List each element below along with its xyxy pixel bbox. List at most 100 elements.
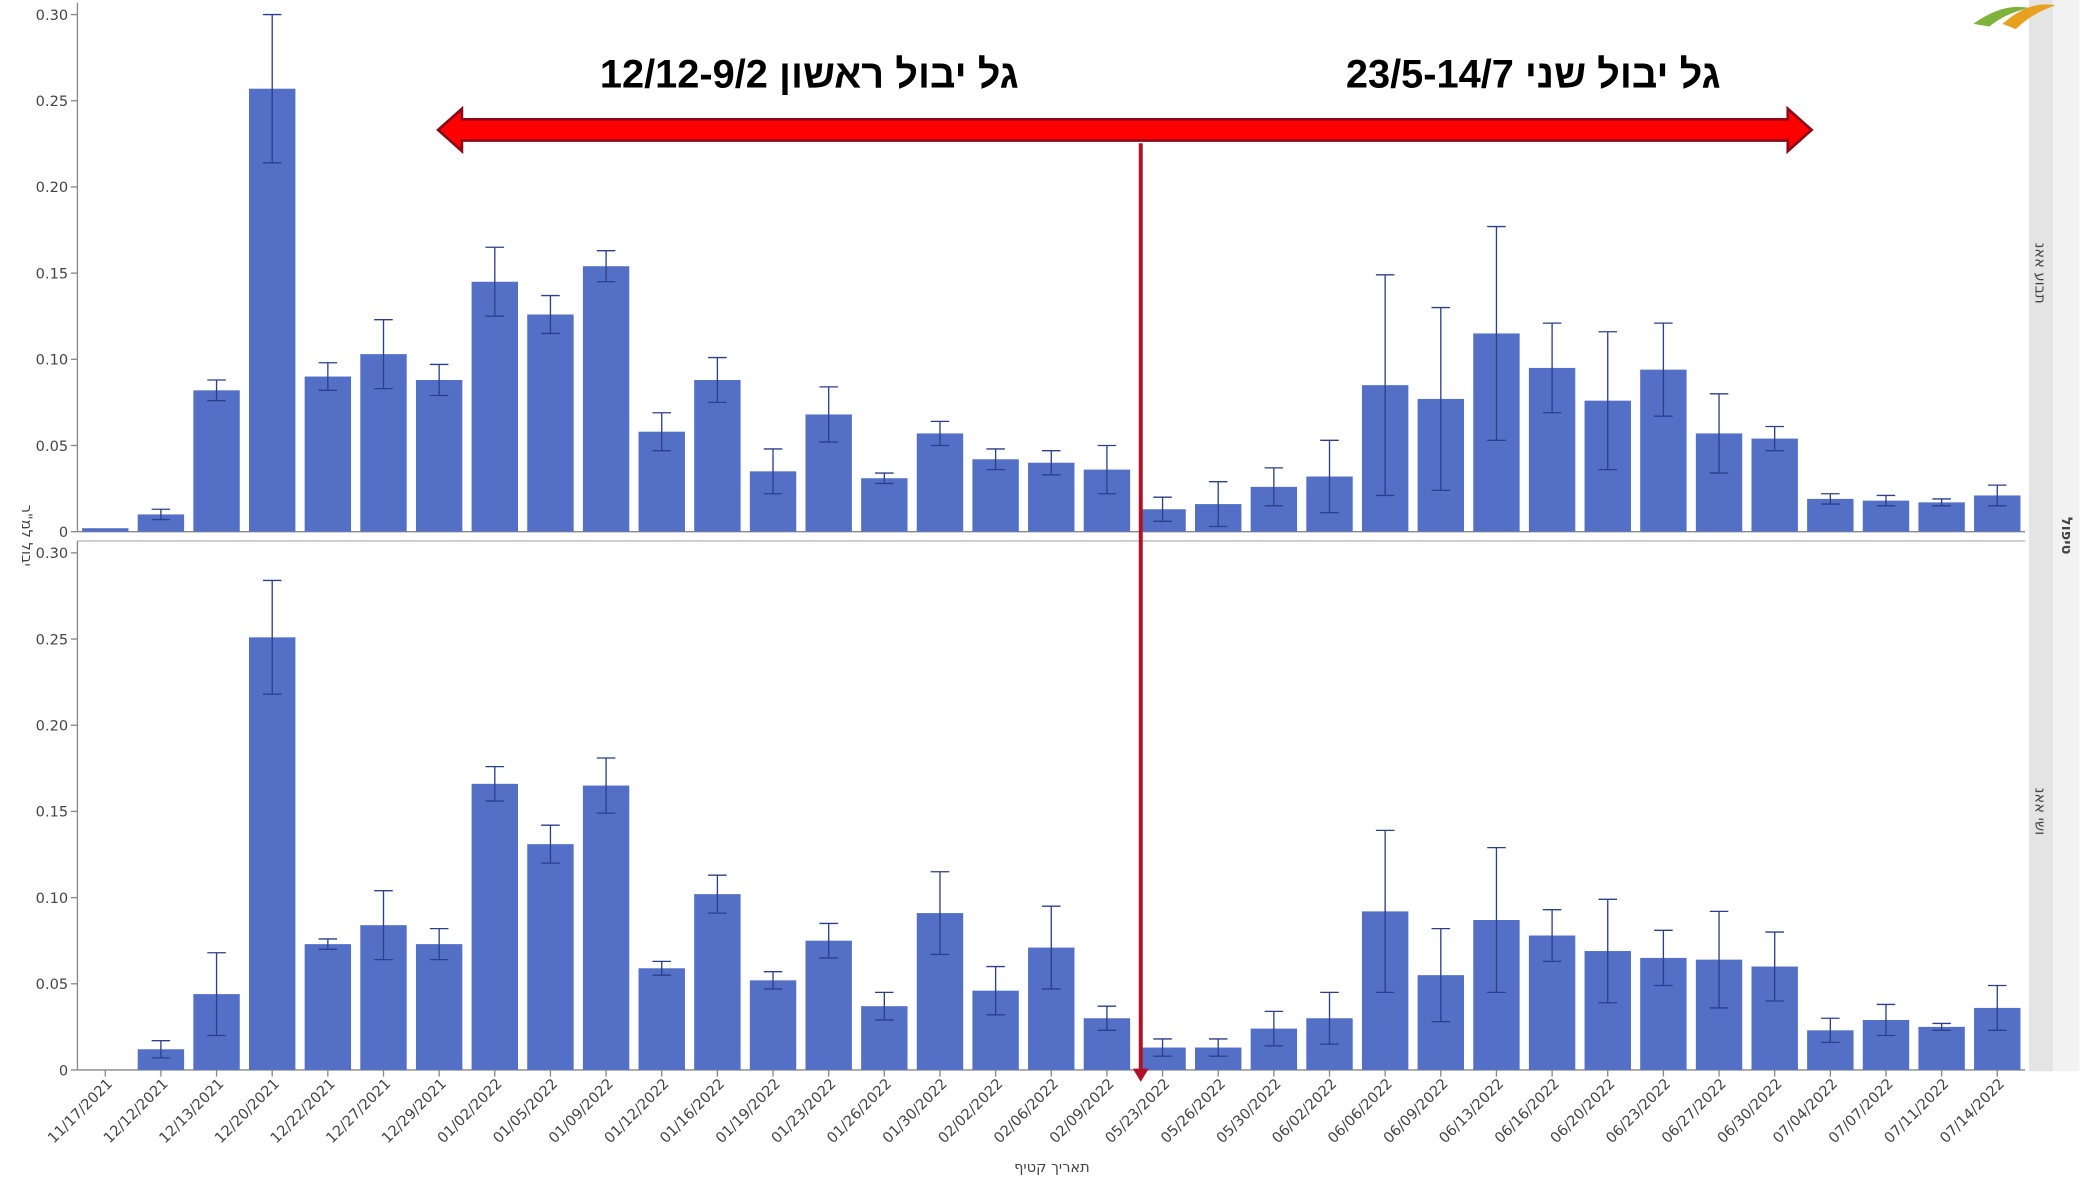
error-bar — [1709, 393, 1729, 474]
bar — [582, 785, 630, 1070]
y-tick-label: 0.25 — [36, 631, 68, 648]
error-bar — [596, 250, 616, 283]
y-tick-label: 0.25 — [36, 93, 68, 110]
error-bar — [1264, 1010, 1284, 1047]
error-bar — [1987, 984, 2007, 1031]
error-bar — [541, 824, 560, 864]
error-bar — [318, 938, 338, 950]
bar — [137, 1049, 185, 1070]
bar — [694, 894, 741, 1070]
logo — [1973, 6, 2030, 27]
error-bar — [708, 874, 727, 914]
error-bar — [930, 420, 950, 447]
y-tick-label: 0.20 — [36, 718, 68, 735]
error-bar — [1932, 498, 1951, 507]
error-bar — [708, 356, 727, 404]
facet-header — [2052, 0, 2080, 1072]
error-bar — [1987, 484, 2007, 507]
error-bar — [763, 448, 783, 495]
annotation: גל יבול ראשון 12/12-9/2 — [600, 53, 1019, 97]
error-bar — [374, 890, 393, 961]
error-bar — [875, 472, 894, 485]
error-bar — [485, 765, 505, 802]
facet-strip — [2029, 0, 2053, 1072]
bar — [471, 281, 518, 532]
error-bar — [1320, 991, 1339, 1045]
error-bar — [262, 13, 282, 164]
y-tick-label: 0 — [59, 1062, 68, 1079]
error-bar — [930, 871, 950, 956]
bar — [805, 940, 852, 1070]
bar — [304, 376, 352, 532]
bar — [193, 390, 240, 532]
error-bar — [596, 757, 616, 814]
panel-label: תבוע אאנ — [2032, 243, 2049, 304]
bar — [304, 944, 352, 1070]
bar — [1195, 1047, 1242, 1070]
error-bar — [763, 971, 783, 990]
error-bar — [151, 1039, 171, 1059]
error-bar — [1431, 927, 1451, 1023]
error-bar — [1932, 1022, 1951, 1031]
bar — [527, 844, 574, 1070]
error-bar — [1375, 829, 1395, 994]
error-bar — [429, 363, 449, 397]
y-axis-label: יבול למ"ר — [18, 505, 35, 567]
y-tick-label: 0.20 — [36, 179, 68, 196]
error-bar — [1821, 1017, 1840, 1044]
error-bar — [1320, 439, 1339, 514]
error-bar — [262, 579, 282, 695]
error-bar — [1375, 274, 1395, 497]
bar — [82, 528, 129, 532]
error-bar — [485, 246, 505, 317]
error-bar — [374, 318, 393, 390]
x-axis-label: תאריך קטיף — [1014, 1159, 1090, 1176]
error-bar — [1654, 322, 1673, 417]
y-tick-label: 0 — [59, 524, 68, 541]
bar — [415, 944, 463, 1070]
error-bar — [318, 362, 338, 391]
error-bar — [1709, 910, 1729, 1009]
y-tick-label: 0.05 — [36, 976, 68, 993]
y-tick-label: 0.15 — [36, 265, 68, 282]
error-bar — [986, 965, 1005, 1016]
error-bar — [1208, 1038, 1228, 1057]
error-bar — [1097, 1005, 1117, 1031]
bar — [415, 379, 463, 532]
error-bar — [1153, 496, 1172, 522]
bar — [1918, 1026, 1965, 1070]
error-bar — [1153, 1038, 1172, 1057]
logo — [2002, 4, 2056, 30]
facet-label: טיפול — [2058, 517, 2075, 555]
error-bar — [1208, 481, 1228, 528]
y-tick-label: 0.10 — [36, 352, 68, 369]
panel-label: ושי אאנ — [2032, 788, 2049, 836]
error-bar — [207, 379, 226, 402]
error-bar — [1598, 898, 1618, 1004]
bar — [471, 783, 518, 1070]
error-bar — [819, 386, 838, 443]
bar — [861, 478, 908, 532]
error-bar — [429, 927, 449, 961]
y-tick-label: 0.30 — [36, 7, 68, 24]
annotation: גל יבול שני 23/5-14/7 — [1346, 53, 1721, 97]
bar — [1918, 502, 1965, 532]
error-bar — [652, 960, 672, 976]
y-tick-label: 0.15 — [36, 804, 68, 821]
error-bar — [1876, 494, 1896, 507]
error-bar — [1765, 425, 1784, 452]
error-bar — [1654, 929, 1673, 987]
error-bar — [1598, 331, 1618, 471]
error-bar — [652, 412, 672, 452]
error-bar — [151, 508, 171, 521]
error-bar — [875, 991, 894, 1021]
bar — [137, 514, 185, 532]
y-tick-label: 0.10 — [36, 890, 68, 907]
bar — [749, 980, 797, 1070]
y-tick-label: 0.05 — [36, 438, 68, 455]
error-bar — [986, 448, 1005, 471]
error-bar — [1765, 931, 1784, 1002]
error-bar — [1487, 225, 1506, 441]
bar — [1751, 438, 1798, 532]
